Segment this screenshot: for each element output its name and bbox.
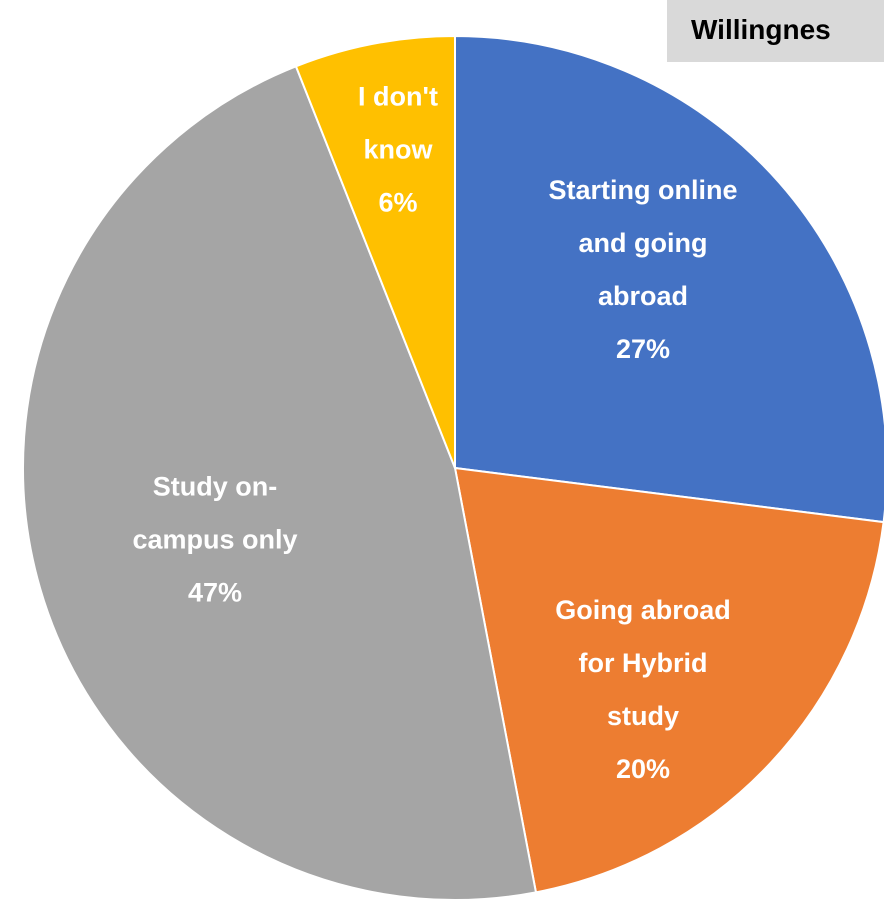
pie-slice xyxy=(454,34,884,524)
category-label: Starting online and going abroad xyxy=(548,175,738,311)
slice-label: Going abroad for Hybrid study 20% xyxy=(543,584,743,796)
title-box: Willingnes xyxy=(667,0,884,62)
slice-label: Study on-campus only 47% xyxy=(128,461,303,620)
value-label: 6% xyxy=(378,187,418,218)
value-label: 20% xyxy=(615,754,671,784)
slice-label: I don't know 6% xyxy=(341,71,456,230)
pie-slice xyxy=(453,466,884,894)
category-label: Going abroad for Hybrid study xyxy=(555,595,731,731)
pie-slice xyxy=(294,34,456,469)
value-label: 47% xyxy=(187,577,243,608)
value-label: 27% xyxy=(615,334,671,364)
category-label: I don't know xyxy=(358,81,438,165)
pie-slice xyxy=(22,65,538,901)
slice-label: Starting online and going abroad 27% xyxy=(543,164,743,376)
category-label: Study on-campus only xyxy=(132,471,298,555)
chart-title: Willingnes xyxy=(691,14,831,45)
